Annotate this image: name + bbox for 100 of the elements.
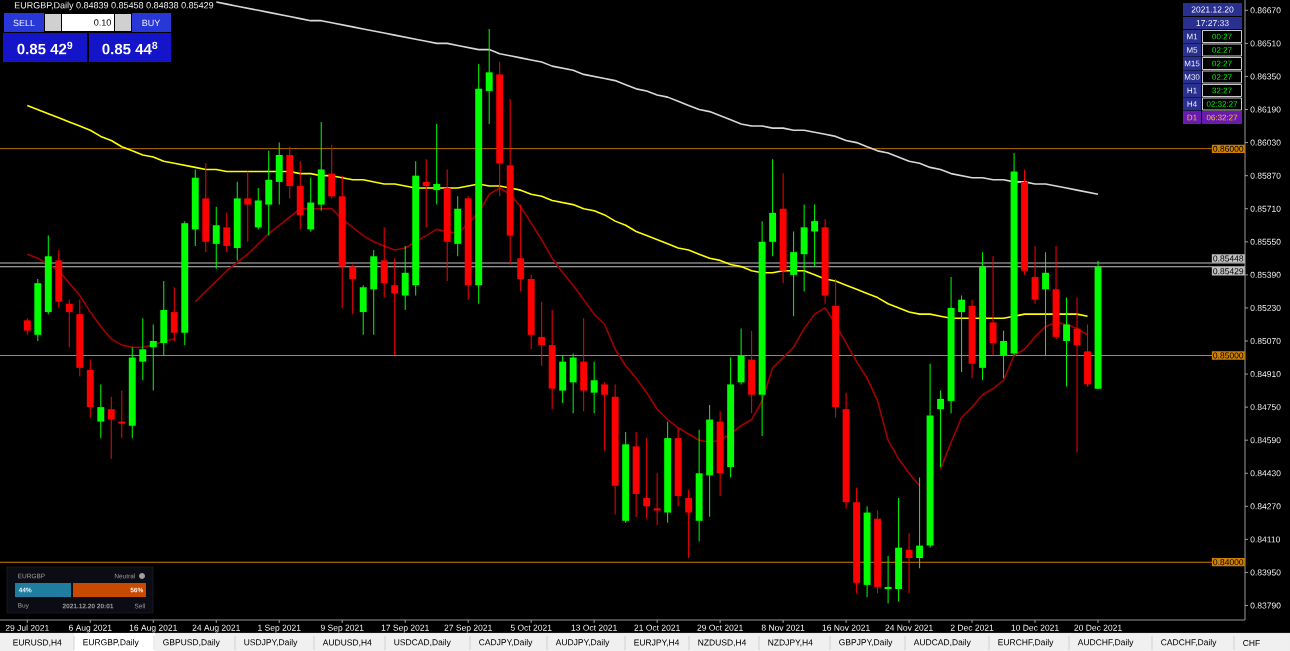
y-tick-label: 0.85390 <box>1250 271 1281 278</box>
text: 00:27 <box>1212 33 1232 40</box>
candlestick <box>380 226 388 299</box>
x-tick-label: 27 Sep 2021 <box>444 624 492 633</box>
y-tick-label: 0.83790 <box>1250 602 1281 609</box>
candlestick <box>1042 251 1050 356</box>
y-tick-label: 0.85870 <box>1250 172 1281 179</box>
annotation: 0.10 <box>94 19 111 26</box>
text: 02:32:27 <box>1206 101 1238 107</box>
x-tick-label: 6 Aug 2021 <box>68 624 112 633</box>
x-tick-label: 16 Aug 2021 <box>129 624 177 633</box>
ref-line-label: 0.84000 <box>1213 559 1244 566</box>
text: 32:27 <box>1212 87 1232 94</box>
y-tick-label: 0.85070 <box>1250 338 1281 344</box>
x-tick-label: 8 Nov 2021 <box>761 624 805 631</box>
candlestick <box>433 123 441 206</box>
candlestick <box>811 204 819 268</box>
text: M15 <box>1184 60 1200 67</box>
candlestick <box>328 144 336 199</box>
text: AUDJPY,Daily <box>555 639 610 647</box>
candlestick <box>149 323 157 392</box>
text: CHF <box>1243 640 1260 646</box>
text: GBPUSD,Daily <box>163 639 220 647</box>
candlestick <box>958 295 966 373</box>
candlestick <box>590 361 598 414</box>
y-tick-label: 0.86510 <box>1250 40 1281 47</box>
text: CADJPY,Daily <box>479 639 533 647</box>
y-tick-label: 0.85550 <box>1250 238 1281 245</box>
candlestick <box>422 158 430 228</box>
y-tick-label: 0.86670 <box>1250 7 1281 14</box>
annotation: SELL <box>13 19 35 27</box>
y-tick-label: 0.85230 <box>1250 304 1281 311</box>
candlestick <box>884 555 892 604</box>
text: D1 <box>1187 114 1197 121</box>
candlestick <box>601 381 609 452</box>
chart-title: EURGBP,Daily 0.84839 0.85458 0.84838 0.85429 <box>14 1 214 11</box>
text: NZDJPY,H4 <box>768 639 813 647</box>
text: M5 <box>1187 47 1198 53</box>
y-tick-label: 0.84430 <box>1250 470 1281 477</box>
text: H1 <box>1187 87 1197 94</box>
y-tick-label: 0.84750 <box>1250 404 1281 411</box>
candlestick <box>349 264 357 315</box>
text: GBPJPY,Daily <box>839 639 893 647</box>
candlestick <box>937 390 945 468</box>
ref-line-label: 0.85000 <box>1213 352 1244 359</box>
y-tick-label: 0.84110 <box>1250 536 1280 543</box>
y-tick-label: 0.84270 <box>1250 503 1281 510</box>
ref-line-label: 0.85448 <box>1213 255 1244 262</box>
text: 02:27 <box>1212 47 1232 53</box>
candlestick <box>1000 330 1008 379</box>
text: M30 <box>1184 74 1200 80</box>
annotation: 0.85 42$^{9}$ <box>17 41 73 55</box>
text: CADCHF,Daily <box>1161 639 1217 647</box>
x-tick-label: 2 Dec 2021 <box>950 624 994 631</box>
annotation: BUY <box>142 19 161 27</box>
text: AUDCAD,Daily <box>913 639 971 647</box>
text: 2021.12.20 <box>1191 6 1234 13</box>
text: 06:32:27 <box>1206 114 1238 121</box>
x-tick-label: 1 Sep 2021 <box>258 624 301 633</box>
text: AUDUSD,H4 <box>322 639 372 647</box>
candlestick <box>391 257 399 356</box>
candlestick <box>65 299 73 348</box>
candlestick <box>1073 297 1081 454</box>
candlestick <box>538 301 546 367</box>
candlestick <box>1031 245 1039 305</box>
text: EURJPY,H4 <box>634 639 680 647</box>
y-tick-label: 0.86030 <box>1250 139 1281 146</box>
candlestick <box>170 286 178 342</box>
candlestick <box>653 472 661 526</box>
text: 02:27 <box>1212 60 1232 67</box>
y-tick-label: 0.84910 <box>1250 371 1281 378</box>
y-tick-label: 0.83950 <box>1250 569 1281 576</box>
x-tick-label: 10 Dec 2021 <box>1011 624 1059 631</box>
x-tick-label: 16 Nov 2021 <box>822 624 870 631</box>
x-tick-label: 20 Dec 2021 <box>1074 624 1122 631</box>
y-tick-label: 0.86190 <box>1250 106 1281 113</box>
candlestick <box>643 437 651 520</box>
text: EURGBP,Daily <box>83 639 139 647</box>
candlestick <box>212 206 220 270</box>
candlestick <box>485 28 493 125</box>
candlestick <box>97 383 105 439</box>
candlestick <box>223 212 231 253</box>
x-tick-label: 29 Jul 2021 <box>5 624 49 631</box>
text: 17:27:33 <box>1196 19 1229 26</box>
x-tick-label: 24 Nov 2021 <box>885 624 933 631</box>
x-tick-label: 21 Oct 2021 <box>634 624 680 631</box>
candlestick <box>139 317 147 381</box>
candlestick <box>916 476 924 569</box>
candlestick <box>905 532 913 594</box>
ref-line-label: 0.86000 <box>1213 145 1244 152</box>
x-tick-label: 13 Oct 2021 <box>571 624 617 631</box>
text: NZDUSD,H4 <box>698 639 747 647</box>
candlestick <box>1063 297 1071 387</box>
x-tick-label: 17 Sep 2021 <box>381 624 429 633</box>
candlestick <box>244 171 252 243</box>
x-tick-label: 5 Oct 2021 <box>510 624 552 631</box>
candlestick <box>401 245 409 311</box>
candlestick <box>989 255 997 356</box>
y-tick-label: 0.85710 <box>1250 205 1281 212</box>
candlestick <box>118 390 126 439</box>
